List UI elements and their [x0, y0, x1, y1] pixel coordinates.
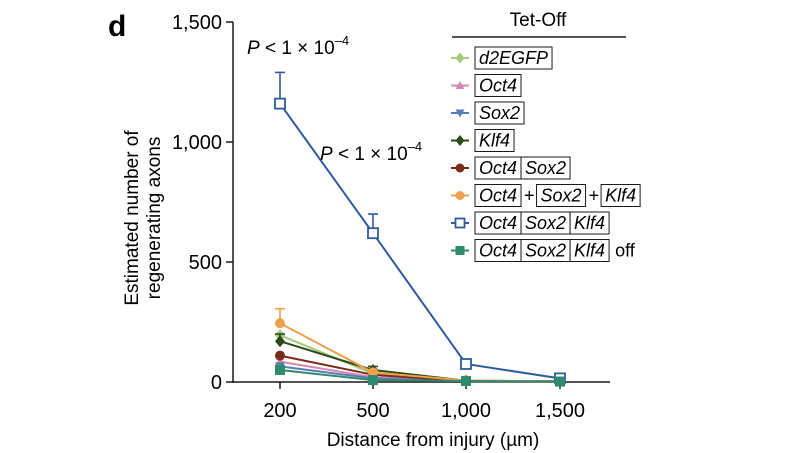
data-point [368, 367, 378, 378]
legend-label: Klf4 [479, 131, 510, 151]
data-point [461, 376, 471, 387]
x-tick-label: 1,500 [535, 400, 585, 422]
legend-item-1: Oct4 [451, 74, 522, 97]
data-point [455, 52, 465, 64]
data-point [455, 109, 465, 118]
legend: Tet-Off d2EGFP Oct4 Sox2 Klf4 Oct4 Sox2 Oct4 + So… [451, 10, 641, 262]
legend-label-box [474, 129, 515, 152]
legend-label: Oct4 [479, 213, 517, 233]
legend-label: d2EGFP [479, 48, 548, 68]
legend-item-5: Oct4 + Sox2 + Klf4 [451, 184, 641, 207]
data-point [368, 375, 378, 386]
data-point [454, 217, 466, 229]
series-line [279, 103, 561, 380]
data-point [455, 135, 465, 146]
data-point [367, 227, 379, 240]
y-tick-label: 0 [211, 372, 222, 394]
legend-label: Sox2 [541, 186, 582, 206]
y-axis-title: Estimated number ofregenerating axons [122, 130, 165, 306]
legend-label-box [474, 184, 522, 207]
p-value-text: P [247, 38, 260, 59]
legend-item-0: d2EGFP [451, 46, 553, 70]
x-axis-title: Distance from injury (µm) [327, 430, 540, 451]
p-value-exponent: –4 [335, 33, 349, 48]
p-value-exponent: –4 [408, 139, 422, 154]
p-value-annotation: P < 1 × 10–4 [247, 33, 349, 59]
legend-label: Oct4 [479, 158, 517, 178]
legend-suffix: off [615, 241, 636, 261]
legend-label: Klf4 [574, 241, 605, 261]
p-value-annotation: P < 1 × 10–4 [320, 139, 422, 165]
data-point [455, 163, 465, 173]
series-line [279, 369, 561, 383]
y-axis-title-line: Estimated number of [122, 130, 143, 306]
data-point [460, 358, 472, 370]
legend-item-4: Oct4 Sox2 [451, 156, 571, 180]
data-point [275, 365, 285, 375]
annotations: P < 1 × 10–4P < 1 × 10–4 [247, 33, 422, 165]
legend-title: Tet-Off [510, 10, 567, 31]
y-tick-label: 1,000 [172, 132, 222, 154]
legend-label: Sox2 [525, 241, 566, 261]
panel-label: d [108, 10, 126, 43]
legend-label-box [569, 211, 610, 235]
legend-item-7: Oct4 Sox2 Klf4 off [451, 239, 636, 262]
legend-label-box [600, 184, 641, 207]
legend-label-box [474, 101, 525, 125]
p-value-text: < 1 × 10 [260, 38, 335, 59]
legend-label: Sox2 [525, 158, 566, 178]
x-tick-label: 200 [263, 400, 296, 422]
data-point [274, 97, 286, 110]
data-point [455, 191, 465, 200]
y-tick-label: 500 [189, 252, 222, 274]
legend-label: Klf4 [574, 213, 605, 233]
data-point [275, 318, 285, 329]
legend-label-box [474, 46, 553, 70]
axes: 0 500 1,000 1,500 200 500 1,000 1,500 Distance f… [122, 12, 610, 451]
legend-label: Sox2 [479, 103, 520, 123]
legend-operator: + [589, 186, 600, 206]
data-point [275, 335, 285, 348]
y-tick-label: 1,500 [172, 12, 222, 34]
p-value-text: P [320, 144, 333, 165]
data-point [455, 246, 465, 255]
data-point [555, 376, 565, 387]
p-value-text: < 1 × 10 [333, 144, 408, 165]
legend-label-box [474, 74, 522, 97]
legend-label: Oct4 [479, 76, 517, 96]
legend-label: Sox2 [525, 213, 566, 233]
legend-label-box [536, 184, 587, 207]
x-tick-label: 500 [356, 400, 389, 422]
legend-label: Oct4 [479, 241, 517, 261]
legend-label: Oct4 [479, 186, 517, 206]
legend-item-3: Klf4 [451, 129, 515, 152]
legend-operator: + [524, 186, 535, 206]
series-7 [275, 365, 565, 387]
legend-label-box [569, 239, 610, 262]
series-layer [274, 71, 566, 388]
data-point [275, 350, 285, 361]
legend-label-box [520, 156, 571, 180]
legend-label: Klf4 [605, 186, 636, 206]
data-point [455, 81, 465, 89]
legend-item-2: Sox2 [451, 101, 525, 125]
y-axis-title-line: regenerating axons [144, 137, 165, 300]
x-tick-label: 1,000 [441, 400, 491, 422]
legend-item-6: Oct4 Sox2 Klf4 [451, 211, 610, 235]
